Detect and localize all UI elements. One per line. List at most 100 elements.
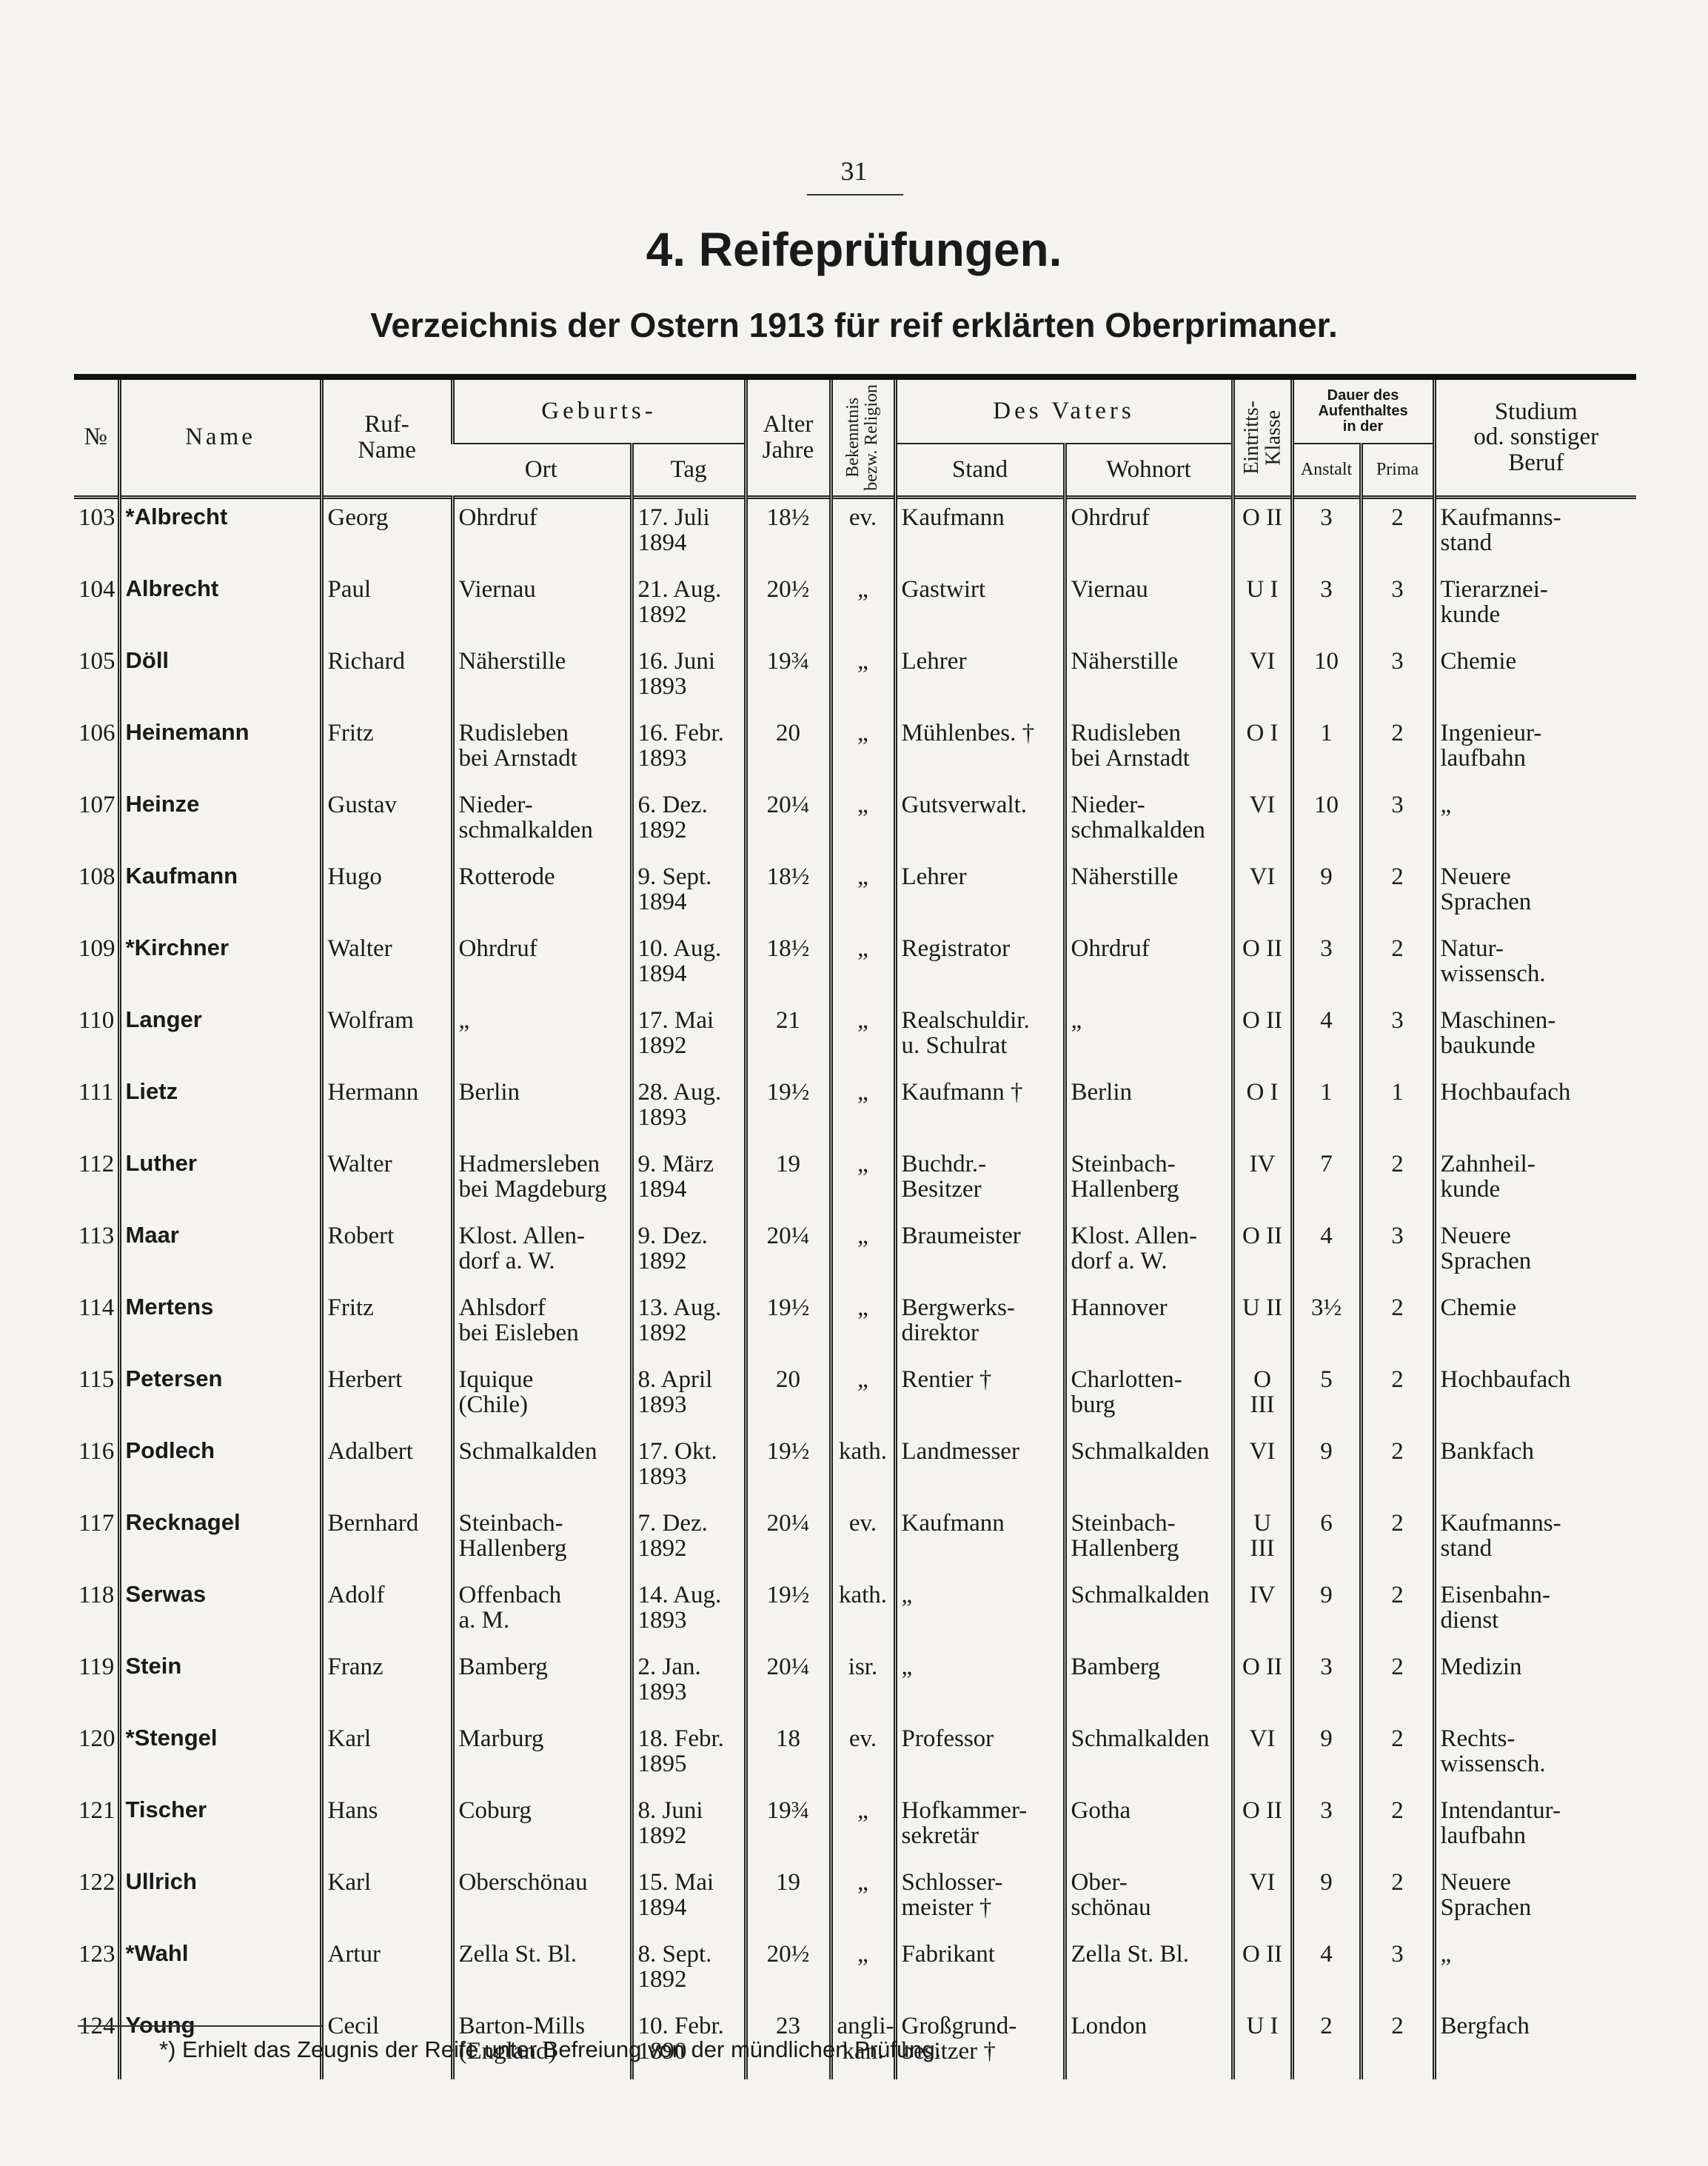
table-cell: 2 [1359,1360,1435,1433]
table-cell: 20¼ [743,1648,831,1720]
table-cell: Mertens [117,1288,321,1361]
table-cell: Gustav [319,786,452,858]
table-cell: „ [828,1073,895,1146]
table-cell: 21. Aug. 1892 [629,570,746,643]
table-cell: Ahlsdorf bei Eisleben [450,1288,632,1361]
table-cell: Zella St. Bl. [1062,1935,1233,2008]
table-cell: 10. Febr. 1890 [629,2007,746,2079]
table-cell: Schmalkalden [1062,1719,1233,1792]
table-row: 117 Recknagel Bernhard Steinbach- Hallenber… [74,1504,1637,1577]
table-cell: 4 [1290,1935,1362,2008]
table-cell: Neuere Sprachen [1432,1217,1637,1289]
table-row: 106 Heinemann Fritz Rudisleben bei Arnstadt… [74,714,1637,786]
table-cell: Hannover [1062,1288,1233,1361]
table-row: 104 Albrecht Paul Viernau 21. Aug. 1892 20½ „ G… [74,570,1637,643]
table-cell: Bamberg [1062,1648,1233,1720]
rule [78,2025,322,2027]
table-cell: 13. Aug. 1892 [629,1288,746,1361]
table-cell: Natur- wissensch. [1432,929,1637,1002]
table-cell: 109 [78,935,115,962]
table-cell: Steinbach- Hallenberg [1062,1504,1233,1577]
header-cell: Ort [452,443,632,497]
table-cell: 3 [1359,1217,1435,1289]
table-cell: Recknagel [117,1504,321,1577]
table-cell: Maschinen- baukunde [1432,1001,1637,1074]
table-cell: Bankfach [1432,1432,1637,1505]
table-cell: Döll [117,642,321,715]
table-cell: ev. [828,1504,895,1577]
table-cell: Barton-Mills (England) [450,2007,632,2079]
table-cell: „ [828,1863,895,1936]
table-cell: 9 [1290,858,1362,930]
table-cell: 2. Jan. 1893 [629,1648,746,1720]
table-cell: 19½ [743,1288,831,1361]
table-cell: 2 [1359,1863,1435,1936]
table-row: 107 Heinze Gustav Nieder- schmalkalden 6. De… [74,786,1637,858]
rule [807,194,903,195]
table-cell: Nieder- schmalkalden [450,786,632,858]
table-cell: 2 [1359,929,1435,1002]
table-cell: 2 [1359,1791,1435,1864]
header-cell: № [74,374,119,497]
table-cell: Ohrdruf [450,497,632,571]
table-cell: Gastwirt [893,570,1065,643]
table-cell: Offenbach a. M. [450,1576,632,1648]
table-cell: 28. Aug. 1893 [629,1073,746,1146]
table-cell: Langer [117,1001,321,1074]
table-cell: „ [828,858,895,930]
table-row: 118 Serwas Adolf Offenbach a. M. 14. Aug. 18… [74,1576,1637,1648]
table-cell: 3½ [1290,1288,1362,1361]
table-cell: 4 [1290,1001,1362,1074]
table-cell: Cecil [319,2007,452,2079]
table-cell: 7 [1290,1145,1362,1217]
table-cell: 8. Juni 1892 [629,1791,746,1864]
table-cell: Ullrich [117,1863,321,1936]
table-row: 114 Mertens Fritz Ahlsdorf bei Eisleben 13. … [74,1288,1637,1361]
table-cell: 119 [78,1653,115,1680]
header-text: Bekenntnis bezw. Religion [843,384,882,491]
table-cell: Intendantur- laufbahn [1432,1791,1637,1864]
table-cell: 3 [1290,1791,1362,1864]
header-cell: Studium od. sonstiger Beruf [1432,374,1637,497]
table-cell: 3 [1359,1001,1435,1074]
table-cell: 9 [1290,1719,1362,1792]
table-cell: IV [1230,1576,1293,1648]
table-cell: London [1062,2007,1233,2079]
table-cell: Schlosser- meister † [893,1863,1065,1936]
table-cell: 19½ [743,1432,831,1505]
footnote: *) Erhielt das Zeugnis der Reife unter B… [159,2036,942,2062]
table-cell: 118 [78,1581,115,1608]
table-cell: „ [828,1935,895,2008]
header-cell: Alter Jahre [743,374,831,497]
table-cell: 110 [78,1006,115,1034]
table-cell: 3 [1290,1648,1362,1720]
table-cell: 9. März 1894 [629,1145,746,1217]
table-cell: Walter [319,1145,452,1217]
table-cell: Ober- schönau [1062,1863,1233,1936]
table-cell: Rechts- wissensch. [1432,1719,1637,1792]
table-cell: Herbert [319,1360,452,1433]
table-cell: O II [1230,1648,1293,1720]
table-cell: 19¾ [743,642,831,715]
table-cell: 113 [78,1222,115,1249]
table-cell: Serwas [117,1576,321,1648]
table-cell: 3 [1359,642,1435,715]
table-cell: 19 [743,1145,831,1217]
table-cell: 6 [1290,1504,1362,1577]
table-cell: Viernau [1062,570,1233,643]
table-cell: „ [1432,786,1637,858]
table-cell: *Albrecht [117,497,321,571]
table-cell: 107 [78,791,115,818]
table-cell: kath. [828,1432,895,1505]
table-cell: 121 [78,1796,115,1824]
table-cell: „ [1432,1935,1637,2008]
table-cell: 9 [1290,1863,1362,1936]
table-row: 105 Döll Richard Näherstille 16. Juni 1893 19… [74,642,1637,715]
table-cell: Rudisleben bei Arnstadt [1062,714,1233,786]
table-cell: Zella St. Bl. [450,1935,632,2008]
table-cell: 8. Sept. 1892 [629,1935,746,2008]
table-cell: Landmesser [893,1432,1065,1505]
table-cell: Coburg [450,1791,632,1864]
table-cell: 21 [743,1001,831,1074]
table-row: 121 Tischer Hans Coburg 8. Juni 1892 19¾ „ Hofk… [74,1791,1637,1864]
